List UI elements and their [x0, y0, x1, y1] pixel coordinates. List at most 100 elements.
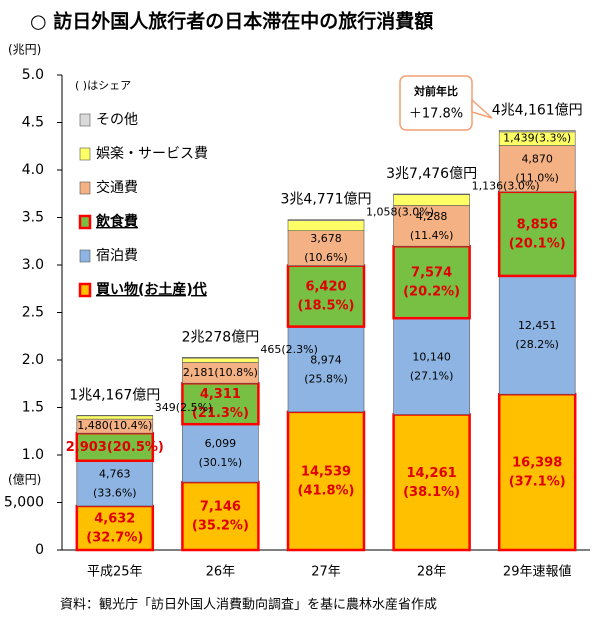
- bar-segment: [181, 381, 260, 426]
- bar-segment: [393, 193, 470, 196]
- data-label-share: (27.1%): [410, 369, 454, 382]
- data-label-value: 349: [155, 401, 176, 414]
- bar-segment: [498, 130, 576, 133]
- x-tick-label: 28年: [417, 565, 447, 580]
- bar-segment: [497, 392, 577, 552]
- data-label-value: 1,439: [503, 132, 535, 145]
- legend-label: 飲食費: [95, 213, 138, 230]
- data-label: 1,058(3.0%): [366, 206, 434, 219]
- x-tick-label: 27年: [311, 565, 341, 580]
- source: 資料：観光庁「訪日外国人消費動向調査」を基に農林水産省作成: [60, 597, 437, 613]
- bar-segment: [182, 357, 259, 363]
- bar-segment: [287, 220, 365, 231]
- legend-title: ( )はシェア: [75, 79, 131, 92]
- data-label-share: (38.1%): [403, 485, 460, 500]
- data-label-share: (3.3%): [535, 132, 572, 145]
- x-tick-label: 29年速報値: [503, 564, 572, 580]
- data-label-value: 6,420: [305, 280, 346, 295]
- data-label-share: (3.0%): [398, 206, 435, 219]
- legend-swatch: [78, 282, 92, 298]
- data-label-value: 14,539: [301, 464, 351, 479]
- legend-swatch: [79, 249, 91, 263]
- legend-label: 交通費: [96, 179, 138, 196]
- bar-segment: [497, 190, 577, 278]
- chart-title: ○ 訪日外国人旅行者の日本滞在中の旅行消費額: [30, 10, 433, 33]
- data-label: 1,136(3.0%): [472, 180, 540, 193]
- data-label: 2,181(10.8%): [183, 366, 258, 379]
- data-label: 2,903(20.5%): [66, 439, 164, 454]
- annotation-label: 対前年比: [413, 84, 458, 98]
- y-unit: (兆円): [8, 43, 41, 57]
- total-label: 3兆7,476億円: [386, 166, 477, 182]
- data-label-value: 4,632: [94, 511, 135, 526]
- data-label: 465(2.3%): [260, 343, 318, 356]
- legend-swatch: [79, 181, 91, 195]
- data-label-value: 8,856: [517, 217, 558, 232]
- y-tick-label: 5,000: [4, 495, 44, 511]
- data-label-share: (11.4%): [410, 229, 454, 242]
- data-label-value: 4,763: [99, 467, 131, 480]
- data-label: 1,480(10.4%): [77, 419, 152, 432]
- annotation-text: ＋17.8%: [409, 107, 463, 122]
- y-tick-label: 3.0: [22, 257, 44, 273]
- data-label-value: 1,136: [472, 180, 504, 193]
- data-label-share: (20.1%): [509, 236, 566, 251]
- bar-segment: [392, 413, 471, 552]
- data-label-share: (20.2%): [403, 285, 460, 300]
- data-label-value: 7,574: [411, 266, 452, 281]
- data-label-share: (32.7%): [86, 530, 143, 545]
- legend-label: その他: [96, 112, 138, 128]
- data-label-share: (2.5%): [176, 401, 213, 414]
- bar-segment: [76, 460, 154, 507]
- data-label-value: 4,311: [200, 387, 241, 402]
- data-label-share: (21.3%): [192, 406, 249, 421]
- data-label-value: 12,451: [518, 319, 557, 332]
- bar-segment: [498, 275, 576, 395]
- total-label: 3兆4,771億円: [281, 192, 372, 208]
- y-tick-label: 1.5: [22, 400, 44, 416]
- data-label-value: 1,058: [366, 206, 398, 219]
- data-label-share: (41.8%): [298, 483, 355, 498]
- legend-swatch: [78, 214, 92, 230]
- total-label: 4兆4,161億円: [492, 102, 583, 118]
- data-label-share: (2.3%): [281, 343, 318, 356]
- data-label-share: (11.0%): [515, 172, 559, 185]
- y-tick-label: 0: [35, 542, 44, 558]
- data-label-share: (10.6%): [304, 251, 348, 264]
- data-label-share: (18.5%): [298, 299, 355, 314]
- bar-segment: [75, 504, 155, 552]
- legend-label: 娯楽・サービス費: [96, 146, 208, 162]
- bar-segment: [393, 317, 470, 415]
- data-label-value: 14,261: [407, 466, 457, 481]
- y-tick-label: 4.0: [22, 162, 44, 178]
- legend-swatch: [79, 147, 91, 161]
- data-label-share: (3.0%): [503, 180, 540, 193]
- bar-segment: [182, 423, 259, 483]
- y-tick-label: 4.5: [22, 115, 44, 131]
- bar-segment: [182, 357, 259, 359]
- bar-segment: [287, 326, 365, 413]
- data-label-value: 7,146: [200, 500, 241, 515]
- bar-segment: [393, 194, 470, 206]
- x-tick-label: 26年: [206, 565, 236, 580]
- data-label-value: 4,288: [416, 210, 448, 223]
- data-label-share: (35.2%): [192, 519, 249, 534]
- data-label-share: (28.2%): [515, 338, 559, 351]
- bar-segment: [286, 410, 366, 552]
- bar-segment: [393, 205, 470, 247]
- data-label-value: 3,678: [310, 232, 342, 245]
- data-label-share: (30.1%): [199, 456, 243, 469]
- total-label: 2兆278億円: [182, 329, 260, 345]
- data-label-value: 2,903: [66, 439, 107, 454]
- data-label-value: 465: [260, 343, 281, 356]
- x-tick-label: 平成25年: [87, 565, 143, 580]
- bar-segment: [392, 244, 471, 320]
- data-label-share: (20.5%): [107, 439, 164, 454]
- data-label-value: 8,974: [310, 353, 342, 366]
- y-unit: (億円): [8, 473, 41, 487]
- bar-segment: [76, 415, 154, 420]
- legend-label: 宿泊費: [96, 247, 138, 264]
- bar-segment: [287, 230, 365, 266]
- data-label-share: (37.1%): [509, 475, 566, 490]
